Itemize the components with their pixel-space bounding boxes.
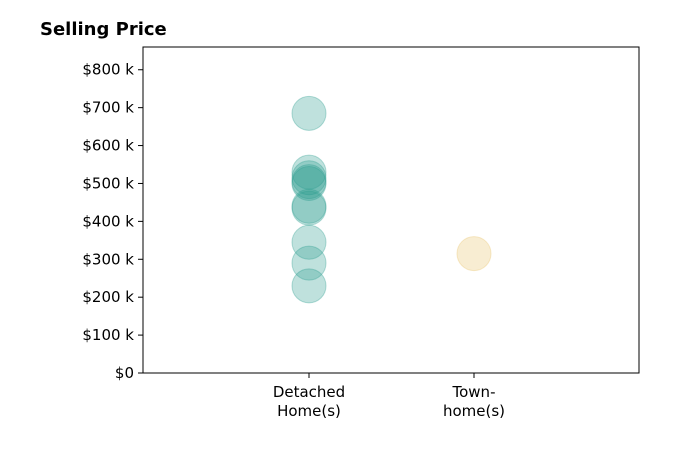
- y-tick-label: $700 k: [82, 99, 134, 117]
- data-point: [291, 268, 327, 304]
- data-point: [291, 190, 327, 226]
- data-point: [291, 245, 327, 281]
- y-tick-label: $200 k: [82, 288, 134, 306]
- chart-title: Selling Price: [40, 19, 167, 40]
- y-tick-label: $100 k: [82, 326, 134, 344]
- y-tick-label: $300 k: [82, 250, 134, 268]
- data-point: [291, 164, 327, 200]
- data-points: [291, 95, 492, 304]
- data-point: [291, 165, 327, 201]
- y-tick-label: $400 k: [82, 212, 134, 230]
- plot-frame: [142, 46, 640, 374]
- data-point: [291, 154, 327, 190]
- data-point: [291, 224, 327, 260]
- y-tick-label: $800 k: [82, 61, 134, 79]
- y-axis: $0 $100 k $200 k $300 k $400 k $500 k $600 k $7…: [82, 61, 143, 382]
- y-tick-label: $0: [115, 364, 134, 382]
- data-point: [291, 188, 327, 224]
- y-tick-label: $600 k: [82, 137, 134, 155]
- x-tick-label: Detached Home(s): [273, 383, 345, 420]
- y-tick-label: $500 k: [82, 174, 134, 192]
- x-tick-label: Town-home(s): [443, 383, 505, 420]
- data-point: [291, 160, 327, 196]
- x-axis: Detached Home(s) Town-home(s): [273, 373, 505, 420]
- data-point: [291, 95, 327, 131]
- data-point: [456, 236, 492, 272]
